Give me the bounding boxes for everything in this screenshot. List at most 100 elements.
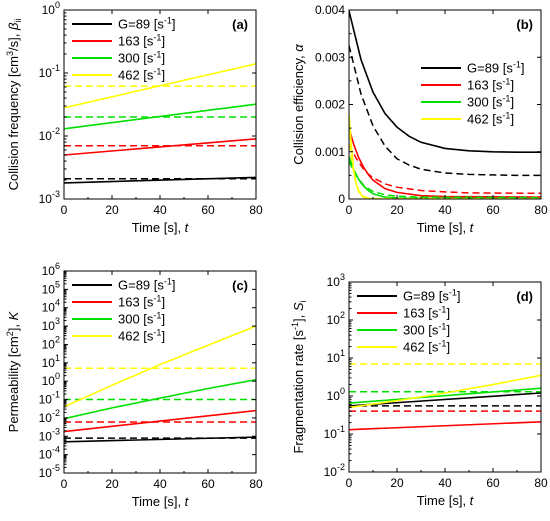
y-tick-label: 101: [327, 348, 345, 365]
y-tick-label: 100: [42, 371, 60, 388]
y-tick-label: 0.003: [315, 50, 345, 64]
x-tick-label: 40: [153, 203, 167, 217]
y-axis-label: Collision efficiency, α: [291, 44, 306, 165]
x-tick-label: 20: [105, 477, 119, 491]
series-line-7: [349, 113, 541, 199]
legend: G=89 [s-1]163 [s-1]300 [s-1]462 [s-1]: [72, 277, 176, 344]
x-axis-label: Time [s], t: [417, 493, 475, 508]
legend: G=89 [s-1]163 [s-1]300 [s-1]462 [s-1]: [72, 16, 176, 83]
y-tick-label: 105: [42, 279, 60, 296]
y-tick-label: 10-2: [324, 462, 345, 479]
y-tick-label: 10-1: [39, 390, 60, 407]
y-tick-label: 104: [42, 298, 60, 315]
y-axis-label: Fragmentation rate [s-1], Si: [290, 300, 308, 453]
chart-panel-1: 0 20 40 60 80 10-3 10-2 10-1 100 Time [s], t Colli…: [5, 0, 263, 235]
legend-label: G=89 [s-1]: [118, 16, 176, 32]
y-tick-label: 10-1: [324, 424, 345, 441]
series-line-2: [349, 45, 541, 177]
x-tick-label: 60: [201, 477, 215, 491]
y-tick-label: 100: [327, 386, 345, 403]
x-tick-label: 40: [153, 477, 167, 491]
series-line-4: [349, 144, 541, 195]
legend-label: 462 [s-1]: [403, 339, 450, 355]
legend: G=89 [s-1]163 [s-1]300 [s-1]462 [s-1]: [421, 60, 525, 127]
series-line-5: [64, 103, 256, 130]
y-tick-label: 0: [338, 192, 345, 206]
panel-tag: (a): [232, 17, 248, 32]
y-tick-label: 103: [327, 272, 345, 289]
x-tick-label: 40: [438, 476, 452, 490]
y-tick-label: 10-5: [39, 463, 60, 480]
legend-label: 163 [s-1]: [467, 77, 514, 93]
legend-label: 163 [s-1]: [403, 305, 450, 321]
series-line-5: [64, 378, 256, 420]
y-tick-label: 0.002: [315, 98, 345, 112]
x-axis-label: Time [s], t: [417, 220, 475, 235]
y-tick-label: 103: [42, 316, 60, 333]
legend-label: 163 [s-1]: [118, 294, 165, 310]
y-tick-label: 10-3: [39, 426, 60, 443]
y-tick-label: 10-3: [39, 189, 60, 206]
x-tick-label: 0: [61, 477, 68, 491]
y-tick-label: 102: [42, 334, 60, 351]
x-axis-label: Time [s], t: [132, 220, 190, 235]
legend-label: G=89 [s-1]: [403, 288, 461, 304]
y-axis-label: Collision frequency [cm3/s], βii: [5, 19, 23, 191]
chart-panel-3: 0 20 40 60 8010-510-410-310-210-110010110210…: [5, 261, 263, 509]
series-line-3: [349, 421, 541, 431]
legend-label: 462 [s-1]: [467, 111, 514, 127]
x-tick-label: 0: [61, 203, 68, 217]
x-axis-label: Time [s], t: [132, 494, 190, 509]
x-tick-label: 0: [346, 476, 353, 490]
y-tick-label: 100: [42, 0, 60, 17]
x-tick-label: 40: [438, 203, 452, 217]
y-tick-label: 10-4: [39, 445, 60, 462]
series-line-7: [64, 63, 256, 109]
legend-label: 300 [s-1]: [118, 311, 165, 327]
x-tick-label: 60: [201, 203, 215, 217]
x-tick-label: 0: [346, 203, 353, 217]
y-tick-label: 10-1: [39, 63, 60, 80]
series-line-3: [64, 409, 256, 433]
x-tick-label: 60: [486, 476, 500, 490]
legend-label: 462 [s-1]: [118, 328, 165, 344]
legend-label: G=89 [s-1]: [467, 60, 525, 76]
y-tick-label: 10-2: [39, 126, 60, 143]
legend: G=89 [s-1]163 [s-1]300 [s-1]462 [s-1]: [357, 288, 461, 355]
y-axis-label: Permeability [cm2], K: [5, 310, 21, 432]
series-line-3: [349, 127, 541, 198]
series-line-1: [349, 392, 541, 407]
series-line-7: [349, 374, 541, 409]
plot-area: [64, 325, 256, 443]
panel-tag: (c): [232, 278, 248, 293]
chart-panel-4: 0 20 40 60 80 10-2 10-1 100 101 102 103 Time [s], t…: [290, 272, 548, 508]
y-tick-label: 0.001: [315, 145, 345, 159]
plot-area: [64, 63, 256, 184]
x-tick-label: 60: [486, 203, 500, 217]
legend-label: 300 [s-1]: [118, 50, 165, 66]
y-tick-label: 10-2: [39, 408, 60, 425]
x-tick-label: 80: [534, 203, 548, 217]
series-line-6: [349, 160, 541, 199]
y-tick-label: 101: [42, 353, 60, 370]
series-line-1: [349, 10, 541, 153]
x-tick-label: 20: [390, 476, 404, 490]
legend-label: 300 [s-1]: [403, 322, 450, 338]
x-tick-label: 20: [105, 203, 119, 217]
legend-label: G=89 [s-1]: [118, 277, 176, 293]
plot-area: [349, 363, 541, 431]
panel-tag: (b): [516, 17, 533, 32]
series-line-7: [64, 325, 256, 408]
series-line-3: [64, 138, 256, 156]
legend-label: 300 [s-1]: [467, 94, 514, 110]
panel-tag: (d): [516, 289, 533, 304]
chart-panel-2: 0 20 40 60 80 0 0.001 0.002 0.003 0.004 Time [s], …: [291, 3, 548, 235]
y-tick-label: 0.004: [315, 3, 345, 17]
legend-label: 462 [s-1]: [118, 67, 165, 83]
y-tick-label: 106: [42, 261, 60, 278]
series-line-8: [349, 132, 541, 199]
x-tick-label: 80: [249, 477, 263, 491]
x-tick-label: 80: [249, 203, 263, 217]
y-tick-label: 102: [327, 310, 345, 327]
